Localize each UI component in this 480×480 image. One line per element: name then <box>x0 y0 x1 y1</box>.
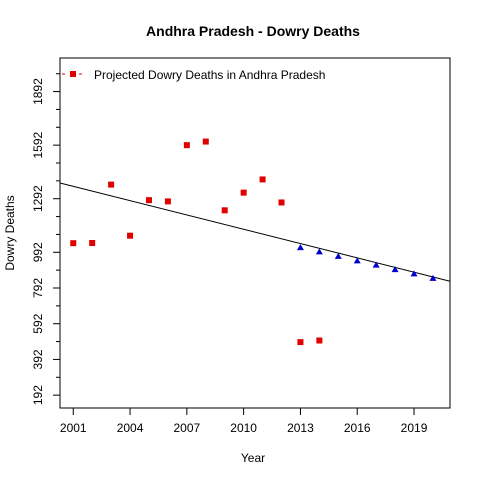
y-tick-label: 1892 <box>31 78 45 105</box>
projected-point <box>296 244 304 251</box>
plot-area <box>59 57 451 409</box>
trend-line-group <box>59 182 451 282</box>
data-points <box>70 138 437 346</box>
y-tick-label: 1292 <box>31 185 45 212</box>
trend-line <box>59 182 451 282</box>
observed-point <box>127 232 134 239</box>
x-tick-label: 2019 <box>401 421 428 435</box>
observed-point <box>259 176 266 183</box>
projected-point <box>334 252 342 259</box>
observed-point <box>145 197 152 204</box>
observed-point <box>202 138 209 145</box>
observed-point <box>108 181 115 188</box>
projected-point <box>429 274 437 281</box>
y-tick-label: 392 <box>31 349 45 369</box>
observed-point <box>89 240 96 246</box>
projected-point <box>410 270 418 277</box>
observed-point <box>164 198 171 205</box>
observed-point <box>240 189 247 196</box>
x-tick-label: 2001 <box>60 421 87 435</box>
projected-point <box>391 266 399 273</box>
observed-point <box>70 240 77 247</box>
projected-point <box>372 261 380 268</box>
legend-marker <box>70 71 76 77</box>
chart-title: Andhra Pradesh - Dowry Deaths <box>146 23 360 39</box>
x-tick-label: 2007 <box>173 421 200 435</box>
observed-point <box>297 339 304 346</box>
y-tick-label: 192 <box>31 385 45 405</box>
y-tick-label: 592 <box>31 313 45 333</box>
observed-point <box>316 337 323 344</box>
observed-point <box>183 142 190 149</box>
y-tick-label: 792 <box>31 278 45 298</box>
x-tick-label: 2016 <box>344 421 371 435</box>
legend-label: Projected Dowry Deaths in Andhra Pradesh <box>94 68 325 82</box>
x-axis-label: Year <box>241 451 265 465</box>
x-tick-label: 2010 <box>230 421 257 435</box>
observed-point <box>221 207 228 214</box>
y-tick-label: 1592 <box>31 131 45 158</box>
y-axis-label: Dowry Deaths <box>3 195 17 270</box>
observed-point <box>278 199 285 206</box>
x-tick-label: 2004 <box>117 421 144 435</box>
projected-point <box>315 248 323 255</box>
axes: 2001 2004 2007 2010 2013 2016 2019 192 392 592 792… <box>31 73 428 435</box>
x-tick-label: 2013 <box>287 421 314 435</box>
legend: Projected Dowry Deaths in Andhra Pradesh <box>62 68 325 82</box>
y-tick-label: 992 <box>31 242 45 262</box>
projected-point <box>353 257 361 264</box>
